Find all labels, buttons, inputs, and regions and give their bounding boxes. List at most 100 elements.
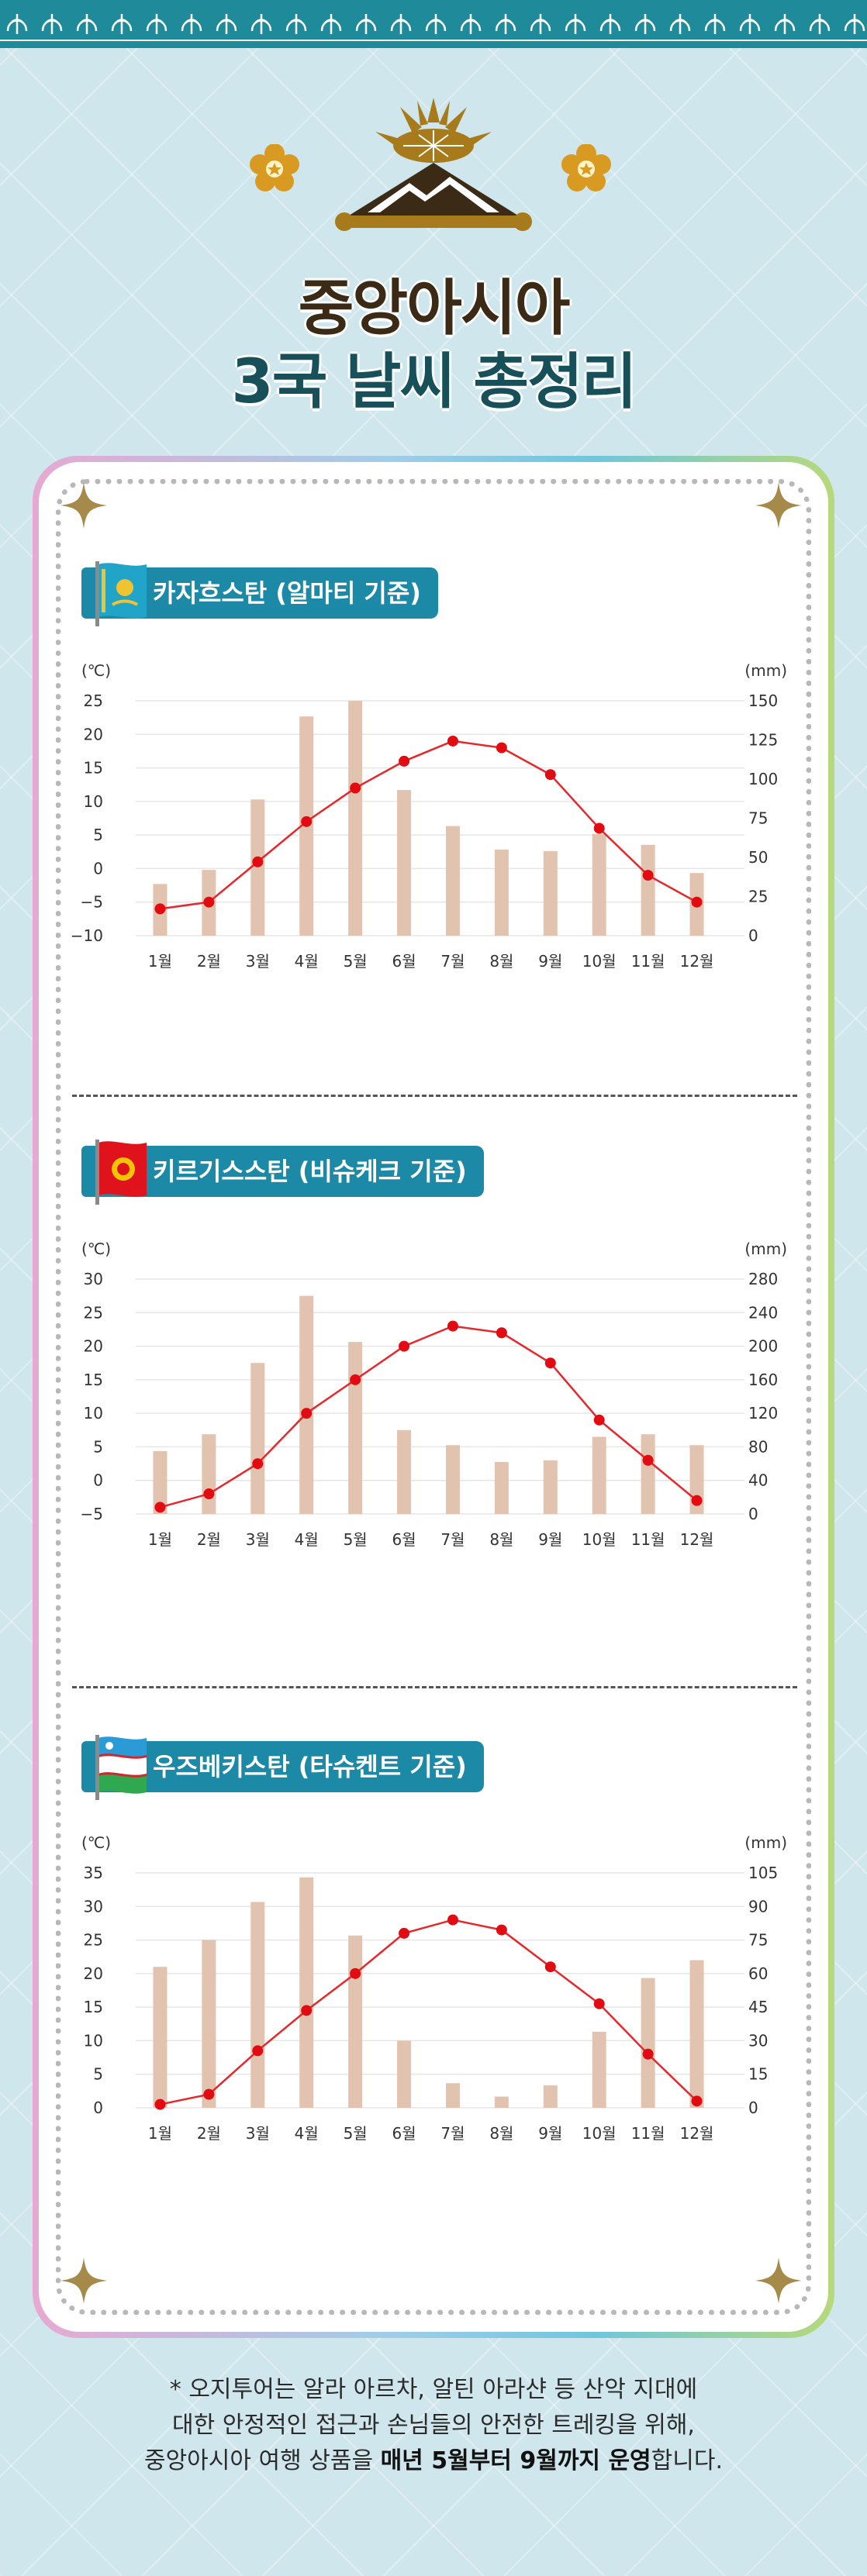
right-tick-label: 125	[748, 731, 778, 750]
country-badge-label: 우즈베키스탄 (타슈켄트 기준)	[153, 1752, 467, 1781]
page-title-line1: 중앙아시아	[298, 274, 571, 343]
month-label: 6월	[392, 2124, 416, 2143]
month-label: 10월	[582, 1530, 617, 1549]
right-tick-label: 150	[748, 691, 778, 710]
temperature-point	[691, 896, 703, 908]
left-tick-label: 5	[93, 2065, 103, 2084]
temperature-line	[160, 1919, 698, 2105]
card-dotted-border	[56, 479, 811, 2315]
month-label: 5월	[344, 952, 368, 971]
left-tick-label: 10	[84, 2031, 103, 2050]
left-axis-unit: (℃)	[81, 661, 111, 680]
temperature-point	[496, 742, 507, 753]
precip-bar	[299, 1295, 314, 1514]
precip-bar	[202, 1434, 216, 1514]
precip-bar	[494, 849, 509, 936]
right-tick-label: 120	[748, 1404, 778, 1422]
precip-bar	[592, 1436, 606, 1514]
left-tick-label: 30	[84, 1270, 103, 1288]
month-label: 7월	[440, 2124, 465, 2143]
precip-bar	[153, 1450, 168, 1514]
temperature-point	[252, 2045, 264, 2057]
temperature-point	[399, 755, 410, 767]
precip-bar	[348, 701, 363, 936]
month-label: 6월	[392, 952, 416, 971]
temperature-point	[301, 1408, 313, 1419]
precip-bar	[153, 1967, 168, 2108]
footnote: * 오지투어는 알라 아르차, 알틴 아라샨 등 산악 지대에 대한 안정적인 …	[0, 2372, 867, 2479]
precip-bar	[689, 1960, 704, 2108]
left-tick-label: 15	[84, 1998, 103, 2016]
precip-bar	[445, 2083, 460, 2108]
precip-bar	[641, 844, 655, 936]
month-label: 3월	[246, 2124, 270, 2143]
month-label: 8월	[489, 952, 513, 971]
left-tick-label: 10	[84, 792, 103, 811]
temperature-point	[544, 769, 556, 781]
temperature-point	[447, 735, 458, 747]
temperature-point	[593, 1998, 605, 2009]
footnote-highlight: 매년 5월부터 9월까지 운영	[380, 2447, 651, 2474]
footnote-line3-end: 합니다.	[651, 2447, 724, 2474]
month-label: 2월	[197, 2124, 221, 2143]
left-tick-label: 20	[84, 1964, 103, 1983]
month-label: 9월	[538, 952, 562, 971]
left-tick-label: 30	[84, 1897, 103, 1916]
right-tick-label: 105	[748, 1864, 778, 1882]
footnote-line3: 중앙아시아 여행 상품을 매년 5월부터 9월까지 운영합니다.	[0, 2443, 867, 2479]
flower-icon-left	[250, 144, 299, 191]
left-axis-unit: (℃)	[81, 1833, 111, 1852]
temperature-point	[691, 2095, 703, 2107]
precip-bar	[445, 1445, 460, 1514]
month-label: 4월	[295, 952, 319, 971]
temperature-line	[160, 1325, 698, 1509]
left-tick-label: 20	[84, 725, 103, 743]
month-label: 3월	[246, 1530, 270, 1549]
precip-bar	[494, 1461, 509, 1514]
footnote-line3-text: 중앙아시아 여행 상품을	[143, 2447, 381, 2474]
temperature-point	[593, 822, 605, 834]
chart-uzbekistan: (℃) (mm) 0 5 10 15 20 25 30 35 0 15 30 45 60 75 90 105 1월 2…	[81, 1833, 787, 2143]
sparkle-icon-bottom-right	[755, 2257, 802, 2304]
right-tick-label: 0	[748, 926, 758, 945]
right-tick-label: 160	[748, 1371, 778, 1389]
temperature-point	[642, 2048, 654, 2060]
left-tick-label: 10	[84, 1404, 103, 1422]
country-badge-kazakhstan: 카자흐스탄 (알마티 기준)	[81, 561, 438, 626]
left-tick-label: 5	[93, 826, 103, 844]
month-label: 5월	[344, 2124, 368, 2143]
left-tick-label: 25	[84, 691, 103, 710]
precip-bar	[250, 1363, 265, 1514]
right-tick-label: 60	[748, 1964, 768, 1983]
temperature-point	[399, 1340, 410, 1352]
month-label: 1월	[148, 1530, 172, 1549]
left-tick-label: 0	[93, 1471, 103, 1490]
flower-icon-right	[561, 144, 611, 191]
precip-bar	[641, 1978, 655, 2108]
section-divider	[72, 1095, 797, 1097]
precip-bar	[445, 826, 460, 936]
temperature-point	[203, 2088, 215, 2100]
temperature-point	[496, 1327, 507, 1339]
month-label: 11월	[631, 1530, 665, 1549]
chart-kazakhstan: (℃) (mm) −10 −5 0 5 10 15 20 25 0 25 50 75 100 125 150 1월…	[71, 661, 787, 971]
month-label: 2월	[197, 952, 221, 971]
right-tick-label: 75	[748, 1931, 768, 1950]
temperature-point	[301, 2005, 313, 2016]
temperature-point	[544, 1357, 556, 1369]
month-label: 3월	[246, 952, 270, 971]
left-tick-label: 5	[93, 1437, 103, 1456]
top-ornament-band	[0, 0, 867, 48]
temperature-point	[203, 896, 215, 908]
country-badge-label: 키르기스스탄 (비슈케크 기준)	[153, 1157, 467, 1186]
temperature-point	[399, 1927, 410, 1939]
month-label: 4월	[295, 1530, 319, 1549]
month-label: 11월	[631, 952, 665, 971]
right-tick-label: 45	[748, 1998, 768, 2016]
month-label: 8월	[489, 1530, 513, 1549]
month-label: 8월	[489, 2124, 513, 2143]
precip-bar	[250, 799, 265, 936]
month-label: 10월	[582, 2124, 617, 2143]
month-label: 4월	[295, 2124, 319, 2143]
right-tick-label: 25	[748, 888, 768, 906]
